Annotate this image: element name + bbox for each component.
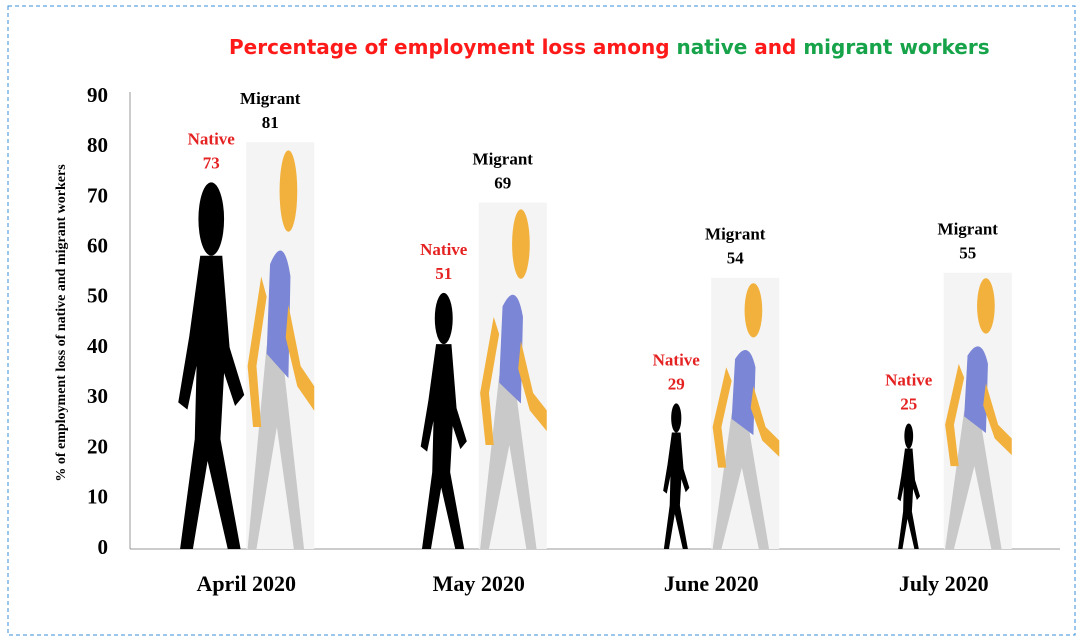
value-label: 25 — [900, 394, 917, 413]
title-part: and — [754, 35, 796, 59]
y-tick-label: 90 — [87, 83, 108, 107]
figure-head — [671, 403, 682, 433]
figure-head — [744, 283, 763, 338]
figure-torso — [499, 294, 523, 404]
figure-torso — [731, 350, 756, 436]
figure-arm — [983, 383, 1012, 456]
value-label-name: Migrant — [473, 149, 534, 168]
value-label-name: Native — [188, 129, 236, 148]
value-label: 55 — [959, 244, 976, 263]
figure-torso — [266, 250, 291, 379]
native-figure — [420, 292, 467, 549]
native-figure — [178, 182, 245, 550]
y-tick-label: 60 — [87, 233, 108, 257]
figure-arm — [945, 363, 965, 467]
figure-body — [663, 432, 690, 549]
figure-head — [198, 182, 225, 256]
value-label: 29 — [668, 374, 685, 393]
figure-arm — [750, 386, 780, 457]
title-part: native — [677, 35, 748, 59]
figure-arm — [247, 276, 267, 427]
value-label: 73 — [203, 153, 220, 172]
title-part: migrant — [803, 35, 893, 59]
y-tick-label: 40 — [87, 334, 108, 358]
figure-body — [897, 448, 921, 549]
migrant-figure — [711, 277, 780, 549]
x-tick-label: July 2020 — [899, 571, 989, 596]
figure-head — [279, 150, 298, 232]
value-label-name: Native — [420, 240, 468, 259]
value-label: 69 — [494, 173, 511, 192]
x-tick-label: April 2020 — [196, 571, 296, 596]
figure-legs — [480, 375, 537, 549]
y-tick-label: 20 — [87, 434, 108, 458]
title-part: workers — [899, 35, 989, 59]
x-tick-label: June 2020 — [664, 571, 759, 596]
figure-legs — [945, 410, 1002, 549]
y-tick-label: 70 — [87, 183, 108, 207]
figure-body — [178, 255, 245, 550]
y-tick-label: 50 — [87, 284, 108, 308]
migrant-figure — [943, 272, 1012, 549]
value-label: 51 — [435, 264, 452, 283]
chart-title: Percentage of employment loss among nati… — [229, 35, 990, 59]
value-label-name: Migrant — [240, 89, 301, 108]
native-figure — [897, 423, 921, 549]
x-tick-label: May 2020 — [433, 571, 525, 596]
figure-head — [977, 278, 995, 334]
figure-head — [904, 423, 914, 449]
title-part: Percentage of employment loss among — [229, 35, 670, 59]
frame — [7, 5, 1076, 636]
value-label-name: Migrant — [938, 220, 999, 239]
y-tick-label: 10 — [87, 485, 108, 509]
y-tick-label: 0 — [98, 535, 109, 559]
figure-head — [434, 292, 453, 345]
figure-arm — [285, 304, 315, 411]
migrant-figure — [246, 142, 315, 549]
figure-arm — [480, 316, 500, 446]
native-figure — [663, 403, 690, 549]
y-axis-label: % of employment loss of native and migra… — [54, 164, 69, 482]
figure-arm — [712, 367, 732, 468]
figure-legs — [247, 345, 305, 549]
figure-torso — [964, 346, 988, 433]
value-label: 81 — [262, 113, 279, 132]
figure-head — [512, 209, 530, 279]
y-tick-label: 80 — [87, 133, 108, 157]
value-label-name: Native — [653, 350, 701, 369]
y-tick-label: 30 — [87, 384, 108, 408]
value-label-name: Native — [885, 370, 933, 389]
figure-body — [420, 344, 467, 549]
value-label: 54 — [727, 249, 745, 268]
figure-legs — [712, 413, 770, 549]
figure-arm — [518, 341, 547, 432]
value-label-name: Migrant — [705, 225, 766, 244]
migrant-figure — [478, 202, 547, 549]
